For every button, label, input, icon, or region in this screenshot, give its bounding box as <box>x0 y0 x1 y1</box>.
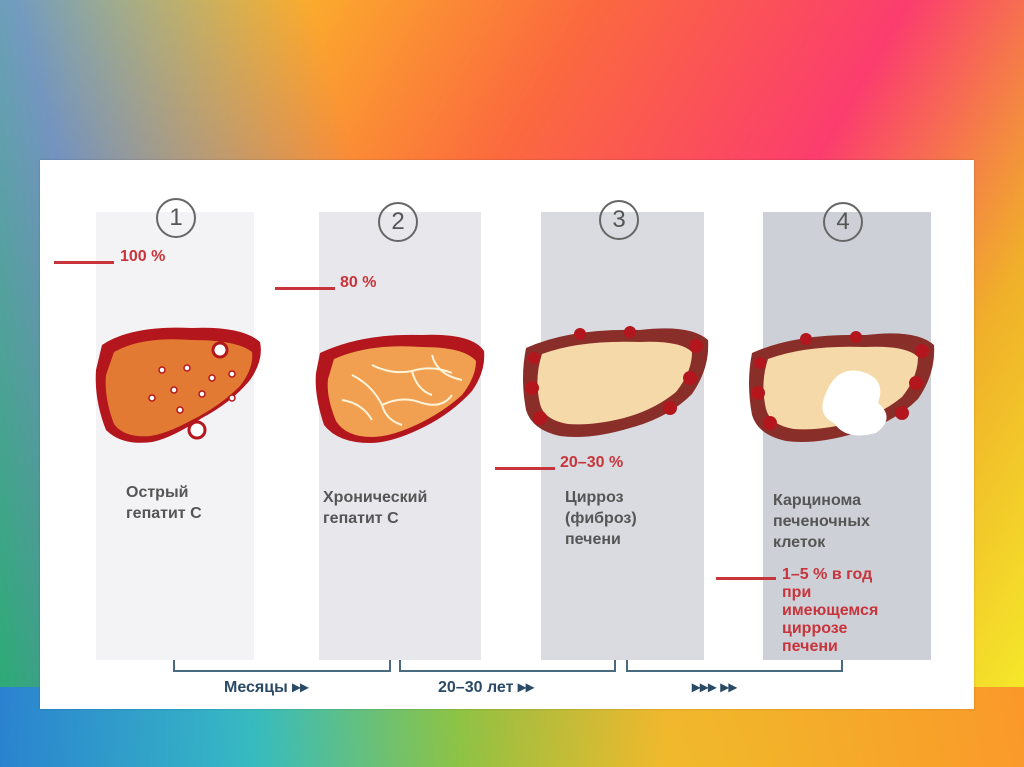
stage-3-number: 3 <box>599 200 639 240</box>
liver-chronic-icon <box>315 334 485 443</box>
timeline-bracket-years <box>399 660 616 672</box>
stage-4-label: Карцинома печеночных клеток <box>773 492 870 551</box>
stage-3-percent-line <box>495 467 555 470</box>
stage-1-label: Острый гепатит С <box>126 484 202 522</box>
stage-2-percent: 80 % <box>340 274 377 291</box>
liver-acute-icon <box>95 327 261 443</box>
stage-2-label: Хронический гепатит С <box>323 489 428 527</box>
stage-3-percent: 20–30 % <box>560 454 624 471</box>
diagram-panel: 1 2 3 4 100 % 80 % 20–30 % <box>40 160 974 709</box>
timeline-bracket-months <box>173 660 391 672</box>
stage-4-number: 4 <box>823 202 863 242</box>
timeline-label-months: Месяцы ▸▸ <box>224 679 309 696</box>
stage-4-percent-line <box>716 577 776 580</box>
timeline-bracket-further <box>626 660 843 672</box>
stage-1-percent-line <box>54 261 114 264</box>
liver-carcinoma-icon <box>749 331 935 442</box>
stage-3-label: Цирроз (фиброз) печени <box>565 489 637 548</box>
timeline-label-years: 20–30 лет ▸▸ <box>438 679 534 696</box>
stage-2-number: 2 <box>378 202 418 242</box>
stage-4-risk: 1–5 % в год при имеющемся циррозе печени <box>782 566 879 655</box>
timeline-label-further: ▸▸▸ ▸▸ <box>692 679 737 696</box>
stage-2-percent-line <box>275 287 335 290</box>
stage-1-percent: 100 % <box>120 248 166 265</box>
stage-1-number: 1 <box>156 198 196 238</box>
liver-cirrhosis-icon <box>523 326 709 437</box>
